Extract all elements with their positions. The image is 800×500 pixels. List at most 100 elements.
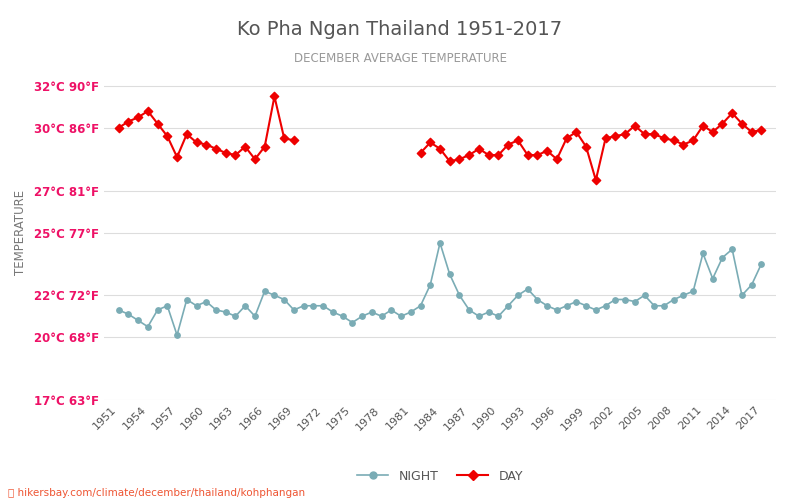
Point xyxy=(142,107,154,115)
Point xyxy=(638,130,651,138)
Point xyxy=(258,287,271,295)
Point xyxy=(453,292,466,300)
Point xyxy=(628,122,641,130)
Point xyxy=(735,120,748,128)
Point xyxy=(677,140,690,148)
Point xyxy=(424,281,437,289)
Text: DECEMBER AVERAGE TEMPERATURE: DECEMBER AVERAGE TEMPERATURE xyxy=(294,52,506,66)
Point xyxy=(434,145,446,153)
Point xyxy=(151,306,164,314)
Point xyxy=(219,308,232,316)
Point xyxy=(599,302,612,310)
Point xyxy=(590,306,602,314)
Point xyxy=(190,138,203,146)
Point xyxy=(151,120,164,128)
Point xyxy=(522,285,534,293)
Point xyxy=(161,302,174,310)
Point xyxy=(170,331,183,339)
Point xyxy=(210,145,222,153)
Point xyxy=(599,134,612,142)
Point xyxy=(268,92,281,100)
Point xyxy=(443,158,456,166)
Point xyxy=(200,298,213,306)
Point xyxy=(336,312,349,320)
Point xyxy=(356,312,369,320)
Point xyxy=(609,296,622,304)
Point xyxy=(726,109,738,117)
Point xyxy=(687,136,700,144)
Point xyxy=(142,322,154,330)
Point xyxy=(580,302,593,310)
Point xyxy=(249,155,262,163)
Point xyxy=(482,308,495,316)
Point xyxy=(278,134,290,142)
Point xyxy=(511,136,524,144)
Point xyxy=(531,296,544,304)
Point xyxy=(618,130,631,138)
Point xyxy=(511,292,524,300)
Point xyxy=(229,312,242,320)
Point xyxy=(366,308,378,316)
Point xyxy=(200,140,213,148)
Point xyxy=(609,132,622,140)
Point xyxy=(375,312,388,320)
Point xyxy=(755,260,768,268)
Text: ⌖ hikersbay.com/climate/december/thailand/kohphangan: ⌖ hikersbay.com/climate/december/thailan… xyxy=(8,488,305,498)
Point xyxy=(463,306,476,314)
Point xyxy=(210,306,222,314)
Point xyxy=(443,270,456,278)
Point xyxy=(522,151,534,159)
Point xyxy=(258,142,271,150)
Point xyxy=(190,302,203,310)
Point xyxy=(346,318,358,326)
Point xyxy=(473,312,486,320)
Point xyxy=(746,281,758,289)
Point xyxy=(229,151,242,159)
Point xyxy=(755,126,768,134)
Point xyxy=(161,132,174,140)
Point xyxy=(385,306,398,314)
Point xyxy=(239,302,252,310)
Point xyxy=(667,296,680,304)
Point xyxy=(317,302,330,310)
Point xyxy=(706,274,719,282)
Point xyxy=(716,254,729,262)
Point xyxy=(550,155,563,163)
Point xyxy=(618,296,631,304)
Point xyxy=(726,245,738,253)
Point xyxy=(716,120,729,128)
Point xyxy=(541,302,554,310)
Y-axis label: TEMPERATURE: TEMPERATURE xyxy=(14,190,27,275)
Point xyxy=(492,151,505,159)
Point xyxy=(112,124,125,132)
Point xyxy=(590,176,602,184)
Point xyxy=(658,302,670,310)
Point xyxy=(424,138,437,146)
Point xyxy=(677,292,690,300)
Point xyxy=(180,296,193,304)
Point xyxy=(463,151,476,159)
Point xyxy=(502,302,514,310)
Point xyxy=(414,149,427,157)
Point xyxy=(648,130,661,138)
Point xyxy=(298,302,310,310)
Point xyxy=(706,128,719,136)
Point xyxy=(550,306,563,314)
Text: Ko Pha Ngan Thailand 1951-2017: Ko Pha Ngan Thailand 1951-2017 xyxy=(238,20,562,39)
Point xyxy=(239,142,252,150)
Point xyxy=(268,292,281,300)
Point xyxy=(394,312,407,320)
Point xyxy=(541,147,554,155)
Point xyxy=(502,140,514,148)
Point xyxy=(735,292,748,300)
Point xyxy=(746,128,758,136)
Point xyxy=(570,298,582,306)
Point xyxy=(482,151,495,159)
Point xyxy=(473,145,486,153)
Point xyxy=(531,151,544,159)
Point xyxy=(492,312,505,320)
Point xyxy=(453,155,466,163)
Point xyxy=(580,142,593,150)
Point xyxy=(249,312,262,320)
Point xyxy=(180,130,193,138)
